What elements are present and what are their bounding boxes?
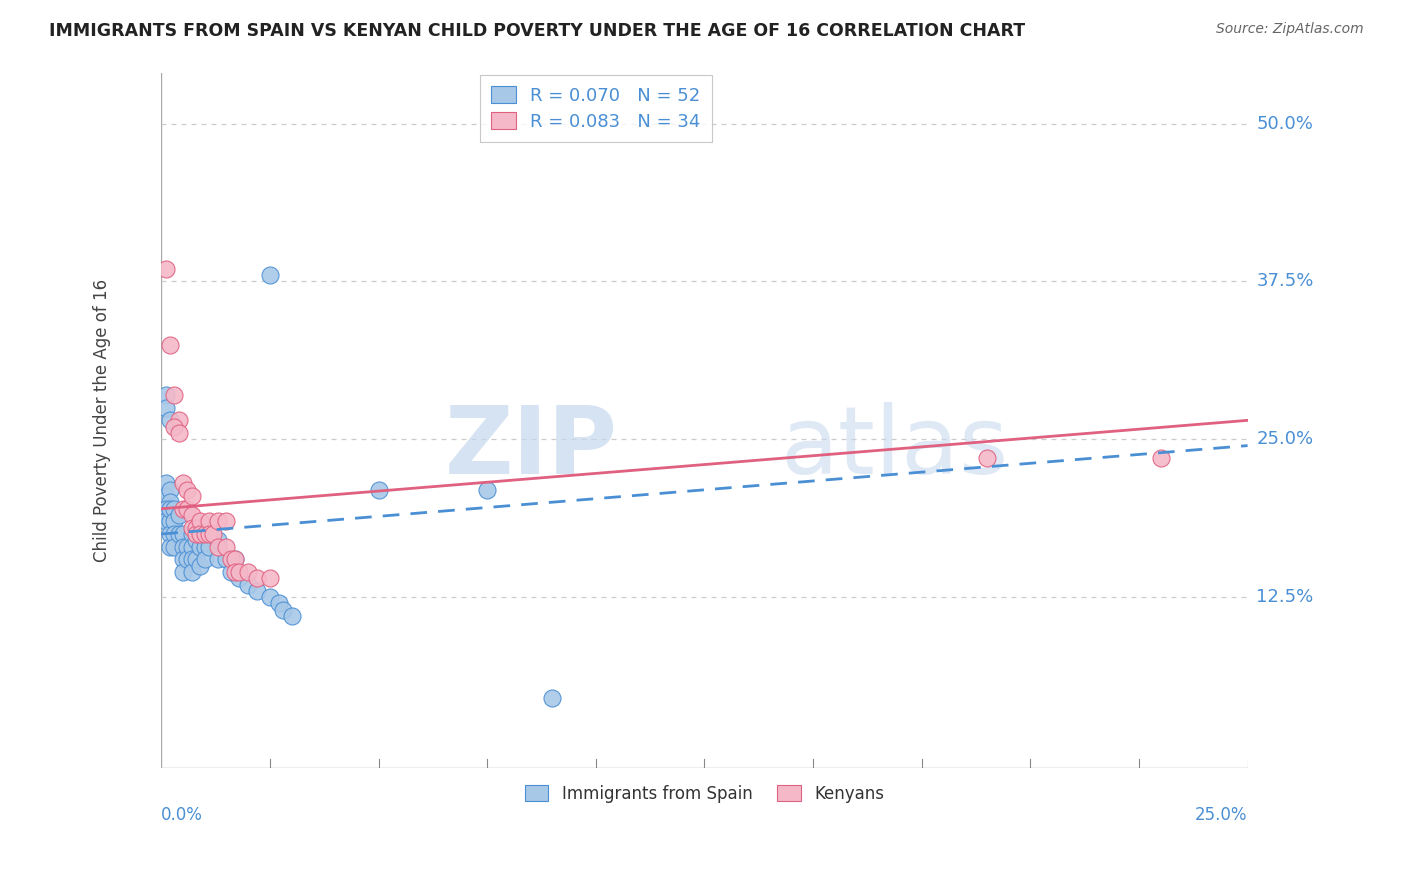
Text: 0.0%: 0.0% <box>162 805 202 824</box>
Point <box>180 565 202 579</box>
Point <box>163 515 186 529</box>
Point <box>176 540 198 554</box>
Point <box>159 337 181 351</box>
Point <box>155 501 177 516</box>
Point <box>167 527 190 541</box>
Point <box>184 552 207 566</box>
Point <box>176 483 198 497</box>
Point <box>180 527 202 541</box>
Point <box>180 521 202 535</box>
Point <box>180 540 202 554</box>
Point <box>207 540 229 554</box>
Point <box>159 483 181 497</box>
Point <box>207 552 229 566</box>
Point <box>190 527 212 541</box>
Point <box>224 552 246 566</box>
Text: 37.5%: 37.5% <box>1257 272 1313 291</box>
Point <box>541 691 564 706</box>
Point <box>167 508 190 522</box>
Point <box>180 508 202 522</box>
Point <box>155 489 177 503</box>
Point <box>155 261 177 276</box>
Point <box>259 571 281 585</box>
Point <box>190 515 212 529</box>
Point <box>184 533 207 548</box>
Point <box>271 603 294 617</box>
Point <box>167 413 190 427</box>
Point <box>194 527 217 541</box>
Point <box>198 515 221 529</box>
Point <box>172 501 194 516</box>
Point <box>172 540 194 554</box>
Point <box>246 583 269 598</box>
Point <box>228 565 250 579</box>
Text: 12.5%: 12.5% <box>1257 588 1313 607</box>
Point <box>280 609 302 624</box>
Point <box>184 527 207 541</box>
Point <box>172 565 194 579</box>
Point <box>190 558 212 573</box>
Point <box>163 501 186 516</box>
Point <box>228 571 250 585</box>
Point <box>194 552 217 566</box>
Point <box>184 521 207 535</box>
Point <box>155 515 177 529</box>
Point <box>259 590 281 604</box>
Text: 25.0%: 25.0% <box>1195 805 1247 824</box>
Point <box>367 483 389 497</box>
Point <box>155 401 177 415</box>
Text: Source: ZipAtlas.com: Source: ZipAtlas.com <box>1216 22 1364 37</box>
Point <box>163 527 186 541</box>
Text: atlas: atlas <box>780 402 1008 494</box>
Point <box>176 552 198 566</box>
Point <box>159 540 181 554</box>
Point <box>215 515 238 529</box>
Point <box>163 419 186 434</box>
Point <box>172 552 194 566</box>
Point <box>163 388 186 402</box>
Point <box>207 515 229 529</box>
Point <box>155 388 177 402</box>
Point <box>198 527 221 541</box>
Point <box>219 565 242 579</box>
Point <box>172 527 194 541</box>
Point <box>475 483 498 497</box>
Point <box>207 533 229 548</box>
Point <box>167 425 190 440</box>
Point <box>172 476 194 491</box>
Point <box>180 552 202 566</box>
Point <box>159 527 181 541</box>
Point <box>198 540 221 554</box>
Point <box>159 413 181 427</box>
Point <box>163 540 186 554</box>
Point <box>180 489 202 503</box>
Point <box>176 501 198 516</box>
Legend: Immigrants from Spain, Kenyans: Immigrants from Spain, Kenyans <box>516 777 893 812</box>
Point <box>224 565 246 579</box>
Point <box>238 565 260 579</box>
Point <box>267 597 290 611</box>
Point <box>159 501 181 516</box>
Text: IMMIGRANTS FROM SPAIN VS KENYAN CHILD POVERTY UNDER THE AGE OF 16 CORRELATION CH: IMMIGRANTS FROM SPAIN VS KENYAN CHILD PO… <box>49 22 1025 40</box>
Point <box>976 451 998 466</box>
Point <box>155 476 177 491</box>
Point <box>238 577 260 591</box>
Point <box>224 552 246 566</box>
Point <box>219 552 242 566</box>
Point <box>215 540 238 554</box>
Point <box>159 495 181 509</box>
Text: 50.0%: 50.0% <box>1257 114 1313 133</box>
Text: 25.0%: 25.0% <box>1257 430 1313 449</box>
Point <box>259 268 281 282</box>
Point <box>1150 451 1173 466</box>
Point <box>215 552 238 566</box>
Text: ZIP: ZIP <box>444 402 617 494</box>
Point <box>159 515 181 529</box>
Text: Child Poverty Under the Age of 16: Child Poverty Under the Age of 16 <box>93 279 111 562</box>
Point <box>194 540 217 554</box>
Point <box>246 571 269 585</box>
Point <box>190 540 212 554</box>
Point <box>202 527 225 541</box>
